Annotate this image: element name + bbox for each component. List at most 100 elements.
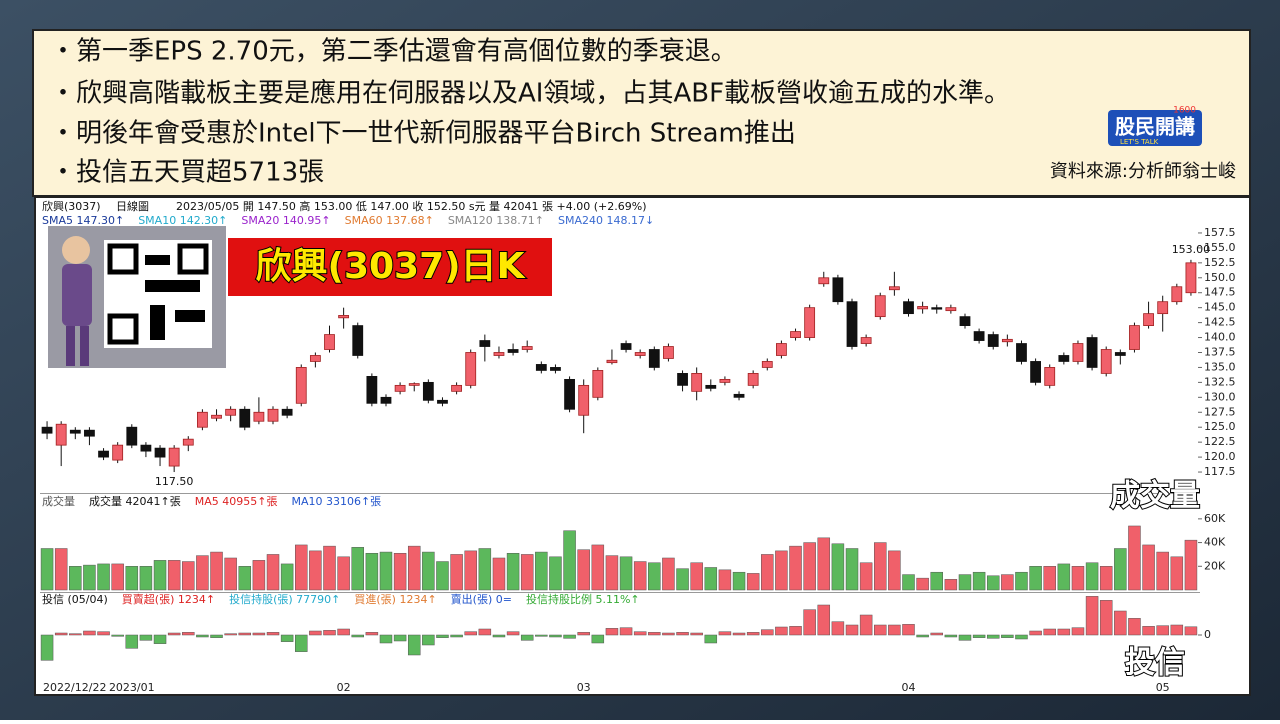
bar [97,631,110,636]
logo-box [1108,110,1202,146]
candle-body [1171,286,1183,303]
bar [986,575,1000,591]
bar [676,568,689,591]
logo-tagline: LET'S TALK [1120,138,1159,146]
bar [704,567,718,591]
bar [280,563,294,591]
candle-body [98,450,109,458]
bar [111,634,124,637]
bar [1057,628,1071,636]
bar [54,632,68,636]
y-tick-label: 0 [1204,628,1211,641]
candle-body [1185,262,1197,294]
bar [407,545,421,591]
bar [831,621,845,636]
bar [393,552,407,591]
bar [266,632,280,636]
bar [676,632,689,636]
bar [210,634,223,638]
bar [549,556,562,591]
bar [746,632,760,636]
candle-body [211,414,222,419]
candle-body [140,444,152,452]
y-tick-label: 125.0 [1204,420,1236,433]
candle-body [267,408,279,422]
bar [761,554,774,591]
candle-body [451,384,462,392]
bar [577,632,590,636]
candle-body [1100,349,1112,374]
candle-body [804,307,816,338]
bar [944,634,958,638]
bar [111,563,124,591]
candle-body [677,373,688,386]
note: ・投信五天買超5713張 [50,158,324,188]
avatar-body [62,264,92,326]
candle-body [832,277,844,303]
y-tick-label: 152.5 [1204,256,1236,269]
bar [1142,544,1155,591]
panel-divider [40,592,1200,593]
bar [196,555,209,591]
candle-body [182,438,194,446]
panel-title: 成交量 [1110,479,1200,514]
legend-entry: 買賣超(張) 1234↑ [122,592,215,606]
qr-finder [107,313,139,345]
x-tick-label: 05 [1156,681,1170,694]
candle-body [945,307,957,312]
bar [351,634,364,638]
legend-entry: 成交量 42041↑張 [89,494,181,508]
bar [1071,627,1085,636]
candle-body [535,364,547,371]
bar [958,574,972,591]
bar [1085,562,1099,591]
candle-body [408,383,420,386]
bar [1001,634,1014,638]
bar [1114,548,1127,591]
bar [1029,566,1042,591]
bar [662,632,675,636]
bar [732,571,746,591]
candle-body [168,447,180,467]
candle-body [437,399,448,404]
legend-entry: 投信持股(張) 77790↑ [229,592,340,606]
candle-body [663,346,674,359]
title-box [228,238,552,296]
bar [1142,626,1155,636]
bar [1085,596,1099,636]
avatar-head [62,236,90,264]
bar [817,537,831,591]
legend-entry: SMA10 142.30↑ [138,214,227,227]
legend-entry: 成交量 [42,494,75,508]
bar [761,629,774,636]
bar [1156,625,1169,636]
bar [295,634,308,652]
y-tick-label: 155.0 [1204,241,1236,254]
bar [436,634,449,638]
qr-module [175,310,205,322]
bar [902,574,915,591]
y-tick-label: 147.5 [1204,286,1236,299]
bar [1029,630,1042,636]
bar [1170,556,1184,591]
bar [379,551,393,591]
bar [210,551,223,591]
legend-entry: 投信 (05/04) [42,592,108,606]
bar [295,544,308,591]
bar [125,566,139,591]
candle-body [1114,352,1126,356]
bar [167,560,181,591]
bar [478,548,492,591]
candle-body [126,426,138,446]
bar [280,634,294,642]
bar [605,628,619,636]
bar [1128,525,1141,591]
bar [930,632,943,636]
bar [252,632,266,636]
candle-body [578,384,590,416]
bar [888,550,901,591]
candle-body [84,429,95,437]
legend-entry: MA5 40955↑張 [195,495,278,508]
chart-header: 日線圖 [116,199,149,213]
legend-entry: 買進(張) 1234↑ [354,593,436,606]
